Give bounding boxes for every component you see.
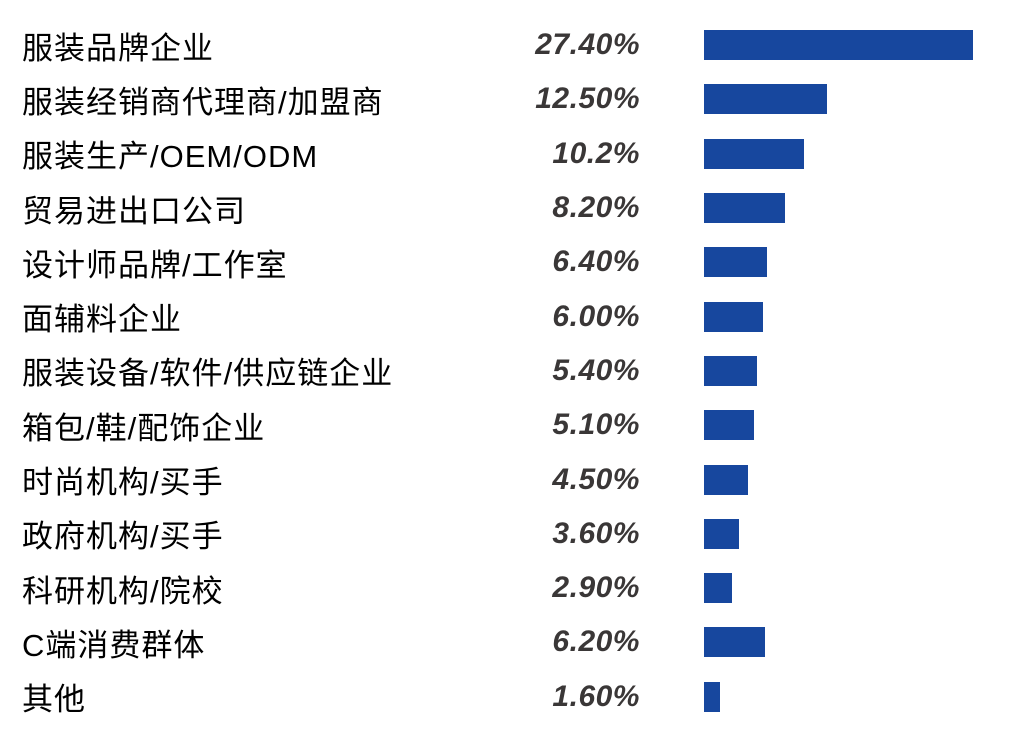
category-label: 政府机构/买手: [22, 519, 224, 555]
bar: [704, 355, 757, 386]
value-label: 6.20%: [552, 625, 640, 659]
bar-cell: [640, 573, 1014, 604]
value-label: 6.40%: [552, 245, 640, 279]
bar: [704, 193, 785, 224]
chart-row: 服装经销商代理商/加盟商 12.50%: [0, 72, 1014, 126]
value-label: 5.40%: [552, 353, 640, 387]
chart-row: 服装品牌企业 27.40%: [0, 18, 1014, 72]
value-label: 27.40%: [535, 28, 640, 62]
bar-cell: [640, 518, 1014, 549]
category-label: 服装品牌企业: [22, 30, 214, 66]
category-label: C端消费群体: [22, 627, 206, 663]
category-label: 面辅料企业: [22, 302, 182, 338]
value-label: 2.90%: [552, 571, 640, 605]
category-label: 时尚机构/买手: [22, 465, 224, 501]
bar: [704, 84, 827, 115]
bar-cell: [640, 301, 1014, 332]
bar-cell: [640, 464, 1014, 495]
value-label: 1.60%: [552, 679, 640, 713]
chart-row: C端消费群体 6.20%: [0, 615, 1014, 669]
value-label: 10.2%: [552, 136, 640, 170]
bar: [704, 681, 720, 712]
chart-row: 箱包/鞋/配饰企业 5.10%: [0, 398, 1014, 452]
bar-cell: [640, 681, 1014, 712]
bar: [704, 410, 754, 441]
bar: [704, 464, 748, 495]
chart-row: 贸易进出口公司 8.20%: [0, 181, 1014, 235]
chart-row: 时尚机构/买手 4.50%: [0, 452, 1014, 506]
chart-row: 面辅料企业 6.00%: [0, 289, 1014, 343]
bar-cell: [640, 30, 1014, 61]
bar-cell: [640, 627, 1014, 658]
bar-cell: [640, 410, 1014, 441]
category-label: 服装设备/软件/供应链企业: [22, 356, 394, 392]
category-label: 服装生产/OEM/ODM: [22, 139, 319, 175]
bar-cell: [640, 247, 1014, 278]
bar-cell: [640, 193, 1014, 224]
value-label: 5.10%: [552, 408, 640, 442]
value-label: 12.50%: [535, 82, 640, 116]
chart-row: 设计师品牌/工作室 6.40%: [0, 235, 1014, 289]
chart-row: 服装生产/OEM/ODM 10.2%: [0, 127, 1014, 181]
bar: [704, 138, 804, 169]
value-label: 4.50%: [552, 462, 640, 496]
category-label: 设计师品牌/工作室: [22, 247, 288, 283]
category-label: 服装经销商代理商/加盟商: [22, 84, 384, 120]
bar: [704, 518, 739, 549]
category-label: 科研机构/院校: [22, 573, 224, 609]
bar: [704, 30, 973, 61]
value-label: 8.20%: [552, 191, 640, 225]
bar: [704, 247, 767, 278]
value-label: 3.60%: [552, 516, 640, 550]
category-label: 贸易进出口公司: [22, 193, 246, 229]
chart-row: 科研机构/院校 2.90%: [0, 561, 1014, 615]
bar-cell: [640, 84, 1014, 115]
bar: [704, 301, 763, 332]
chart-row: 其他 1.60%: [0, 670, 1014, 724]
category-label: 其他: [22, 682, 86, 718]
chart-row: 服装设备/软件/供应链企业 5.40%: [0, 344, 1014, 398]
bar-cell: [640, 355, 1014, 386]
chart-row: 政府机构/买手 3.60%: [0, 507, 1014, 561]
value-label: 6.00%: [552, 299, 640, 333]
category-label: 箱包/鞋/配饰企业: [22, 410, 266, 446]
bar-cell: [640, 138, 1014, 169]
bar: [704, 627, 765, 658]
bar: [704, 573, 732, 604]
